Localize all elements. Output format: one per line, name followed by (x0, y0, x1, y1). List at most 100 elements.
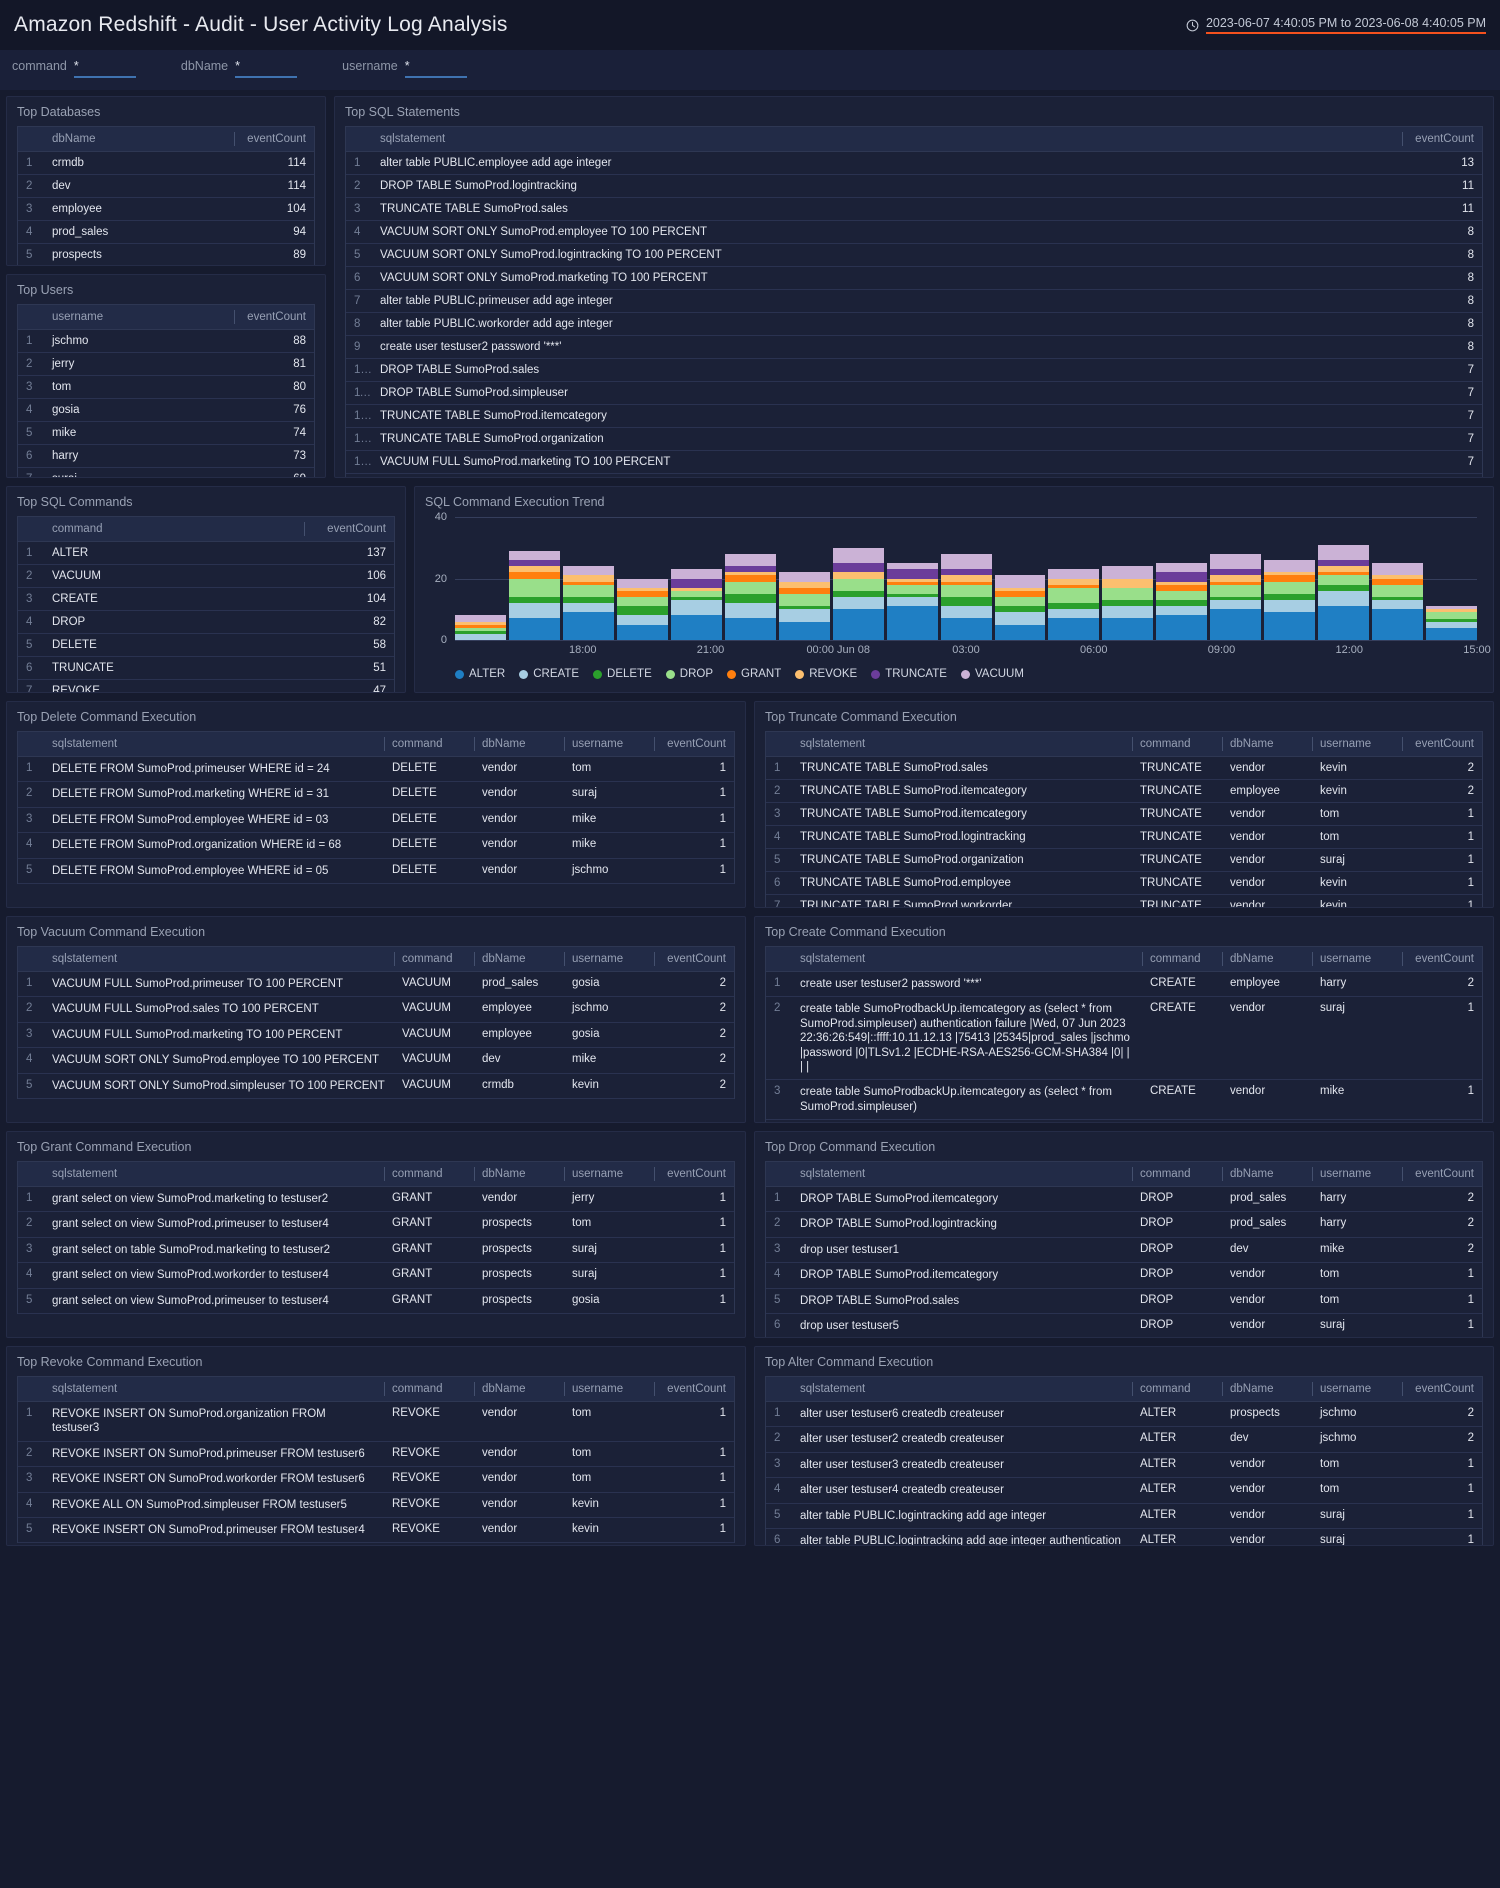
table-row[interactable]: 7suraj69 (18, 467, 314, 477)
table-row[interactable]: 1 grant select on view SumoProd.marketing… (18, 1186, 734, 1213)
table-row[interactable]: 5 TRUNCATE TABLE SumoProd.organization TRU… (766, 848, 1482, 872)
chart-bar[interactable] (1426, 606, 1478, 640)
table-row[interactable]: 7 alter table PUBLIC.primeuser add age in… (346, 289, 1482, 313)
chart-bar[interactable] (1102, 566, 1154, 640)
table-row[interactable]: 6 VACUUM SORT ONLY SumoProd.marketing TO … (346, 266, 1482, 290)
chart-bar[interactable] (562, 566, 614, 640)
table-row[interactable]: 3 employee 104 (18, 197, 314, 221)
column-header-eventcount[interactable]: eventCount (1402, 126, 1482, 152)
table-row[interactable]: 2 TRUNCATE TABLE SumoProd.itemcategory TRU… (766, 779, 1482, 803)
column-header-command[interactable]: command (44, 516, 304, 542)
legend-item-alter[interactable]: ALTER (455, 668, 505, 680)
table-row[interactable]: 11 DROP TABLE SumoProd.simpleuser 7 (346, 381, 1482, 405)
chart-legend[interactable]: ALTER CREATE DELETE DROP GRANT REVOKE TRUNCATE… (425, 668, 1483, 680)
column-header-sqlstatement[interactable]: sqlstatement (44, 946, 394, 972)
legend-item-delete[interactable]: DELETE (593, 668, 652, 680)
legend-item-truncate[interactable]: TRUNCATE (871, 668, 947, 680)
column-header-sqlstatement[interactable]: sqlstatement (44, 731, 384, 757)
table-row[interactable]: 2 DROP TABLE SumoProd.logintracking DROP pr… (766, 1211, 1482, 1238)
column-header-dbname[interactable]: dbName (474, 1161, 564, 1187)
column-header-eventcount[interactable]: eventCount (1402, 731, 1482, 757)
table-row[interactable]: 5 alter table PUBLIC.logintracking add ag… (766, 1503, 1482, 1529)
table-row[interactable]: 5 VACUUM SORT ONLY SumoProd.simpleuser TO… (18, 1073, 734, 1099)
column-header-command[interactable]: command (384, 1376, 474, 1402)
table-row[interactable]: 6 alter table PUBLIC.logintracking add ag… (766, 1528, 1482, 1545)
table-row[interactable]: 3 REVOKE INSERT ON SumoProd.workorder FRO… (18, 1466, 734, 1493)
trend-chart[interactable]: 0 20 40 18:00 21:00 00:00 Jun 08 03:00 06:00 09… (425, 511, 1491, 662)
table-row[interactable]: 1 create user testuser2 password '***' CRE… (766, 971, 1482, 998)
column-header-username[interactable]: username (44, 304, 234, 330)
legend-item-drop[interactable]: DROP (665, 668, 713, 680)
table-row[interactable]: 3 TRUNCATE TABLE SumoProd.sales 11 (346, 197, 1482, 221)
legend-item-revoke[interactable]: REVOKE (795, 668, 857, 680)
chart-bar[interactable] (1048, 569, 1100, 640)
table-row[interactable]: 4 gosia 76 (18, 398, 314, 422)
column-header-username[interactable]: username (564, 1376, 654, 1402)
table-row[interactable]: 5 prospects 89 (18, 243, 314, 265)
table-row[interactable]: 3 drop user testuser1 DROP dev mike 2 (766, 1237, 1482, 1264)
table-row[interactable]: 5 REVOKE INSERT ON SumoProd.primeuser FRO… (18, 1517, 734, 1544)
column-header-username[interactable]: username (564, 946, 654, 972)
table-row[interactable]: 15VACUUM FULL SumoProd.primeuser TO 100 … (346, 473, 1482, 477)
legend-item-create[interactable]: CREATE (519, 668, 579, 680)
table-row[interactable]: 8 alter table PUBLIC.workorder add age in… (346, 312, 1482, 336)
chart-bar[interactable] (1156, 563, 1208, 640)
table-row[interactable]: 4 alter user testuser4 createdb createuse… (766, 1477, 1482, 1504)
filter-dbname-input[interactable]: * (235, 59, 298, 78)
chart-bar[interactable] (508, 550, 560, 640)
table-row[interactable]: 2 jerry 81 (18, 352, 314, 376)
column-header-sqlstatement[interactable]: sqlstatement (792, 1376, 1132, 1402)
table-row[interactable]: 14 VACUUM FULL SumoProd.marketing TO 100 … (346, 450, 1482, 474)
legend-item-grant[interactable]: GRANT (727, 668, 781, 680)
column-header-dbname[interactable]: dbName (1222, 1376, 1312, 1402)
filter-username[interactable]: username * (342, 59, 467, 82)
table-row[interactable]: 4 prod_sales 94 (18, 220, 314, 244)
table-row[interactable]: 2 dev 114 (18, 174, 314, 198)
table-row[interactable]: 5 VACUUM SORT ONLY SumoProd.logintracking… (346, 243, 1482, 267)
table-row[interactable]: 4 VACUUM SORT ONLY SumoProd.employee TO 1… (18, 1047, 734, 1074)
table-row[interactable]: 9 create user testuser2 password '***' 8 (346, 335, 1482, 359)
chart-plot-bars[interactable] (455, 517, 1478, 640)
table-row[interactable]: 5 grant select on view SumoProd.primeuser… (18, 1288, 734, 1314)
column-header-eventcount[interactable]: eventCount (1402, 1376, 1482, 1402)
chart-bar[interactable] (670, 569, 722, 640)
time-range-picker[interactable]: 2023-06-07 4:40:05 PM to 2023-06-08 4:40… (1186, 16, 1486, 34)
table-row[interactable]: 10 DROP TABLE SumoProd.sales 7 (346, 358, 1482, 382)
table-row[interactable]: 4 DROP TABLE SumoProd.itemcategory DROP ven… (766, 1262, 1482, 1289)
column-header-command[interactable]: command (1142, 946, 1222, 972)
column-header-command[interactable]: command (384, 1161, 474, 1187)
chart-bar[interactable] (1210, 553, 1262, 640)
column-header-dbname[interactable]: dbName (474, 731, 564, 757)
column-header-username[interactable]: username (1312, 1161, 1402, 1187)
table-row[interactable]: 3 alter user testuser3 createdb createuse… (766, 1452, 1482, 1479)
filter-command[interactable]: command * (12, 59, 136, 82)
chart-bar[interactable] (455, 615, 506, 640)
table-row[interactable]: 7 REVOKE 47 (18, 679, 394, 692)
column-header-username[interactable]: username (564, 1161, 654, 1187)
column-header-command[interactable]: command (1132, 1376, 1222, 1402)
table-row[interactable]: 12 TRUNCATE TABLE SumoProd.itemcategory 7 (346, 404, 1482, 428)
chart-bar[interactable] (724, 553, 776, 640)
column-header-command[interactable]: command (394, 946, 474, 972)
column-header-username[interactable]: username (1312, 1376, 1402, 1402)
column-header-sqlstatement[interactable]: sqlstatement (792, 1161, 1132, 1187)
table-row[interactable]: 1 DROP TABLE SumoProd.itemcategory DROP pro… (766, 1186, 1482, 1213)
column-header-command[interactable]: command (1132, 1161, 1222, 1187)
column-header-eventcount[interactable]: eventCount (654, 731, 734, 757)
table-row[interactable]: 3 TRUNCATE TABLE SumoProd.itemcategory TRU… (766, 802, 1482, 826)
table-row[interactable]: 3 VACUUM FULL SumoProd.marketing TO 100 P… (18, 1022, 734, 1049)
table-row[interactable]: 3 tom 80 (18, 375, 314, 399)
table-row[interactable]: 3 grant select on table SumoProd.marketin… (18, 1237, 734, 1264)
table-row[interactable]: 2 DROP TABLE SumoProd.logintracking 11 (346, 174, 1482, 198)
table-row[interactable]: 4 DROP 82 (18, 610, 394, 634)
chart-bar[interactable] (1372, 563, 1424, 640)
column-header-eventcount[interactable]: eventCount (654, 1376, 734, 1402)
column-header-eventcount[interactable]: eventCount (1402, 946, 1482, 972)
legend-item-vacuum[interactable]: VACUUM (960, 668, 1024, 680)
column-header-eventcount[interactable]: eventCount (654, 946, 734, 972)
table-row[interactable]: 1 alter table PUBLIC.employee add age int… (346, 151, 1482, 175)
filter-command-input[interactable]: * (73, 59, 136, 78)
column-header-sqlstatement[interactable]: sqlstatement (372, 126, 1402, 152)
table-row[interactable]: 2 VACUUM FULL SumoProd.sales TO 100 PERCE… (18, 996, 734, 1023)
